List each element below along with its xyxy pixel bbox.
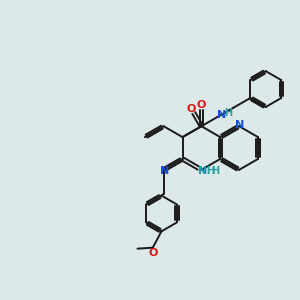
Text: N: N xyxy=(235,120,244,130)
Text: NH: NH xyxy=(198,166,215,176)
Text: N: N xyxy=(160,166,169,176)
Text: H: H xyxy=(224,107,232,118)
Text: H: H xyxy=(212,166,220,176)
Text: N: N xyxy=(217,110,226,121)
Text: N: N xyxy=(198,166,207,176)
Text: O: O xyxy=(148,248,158,258)
Text: O: O xyxy=(187,104,196,114)
Text: O: O xyxy=(197,100,206,110)
